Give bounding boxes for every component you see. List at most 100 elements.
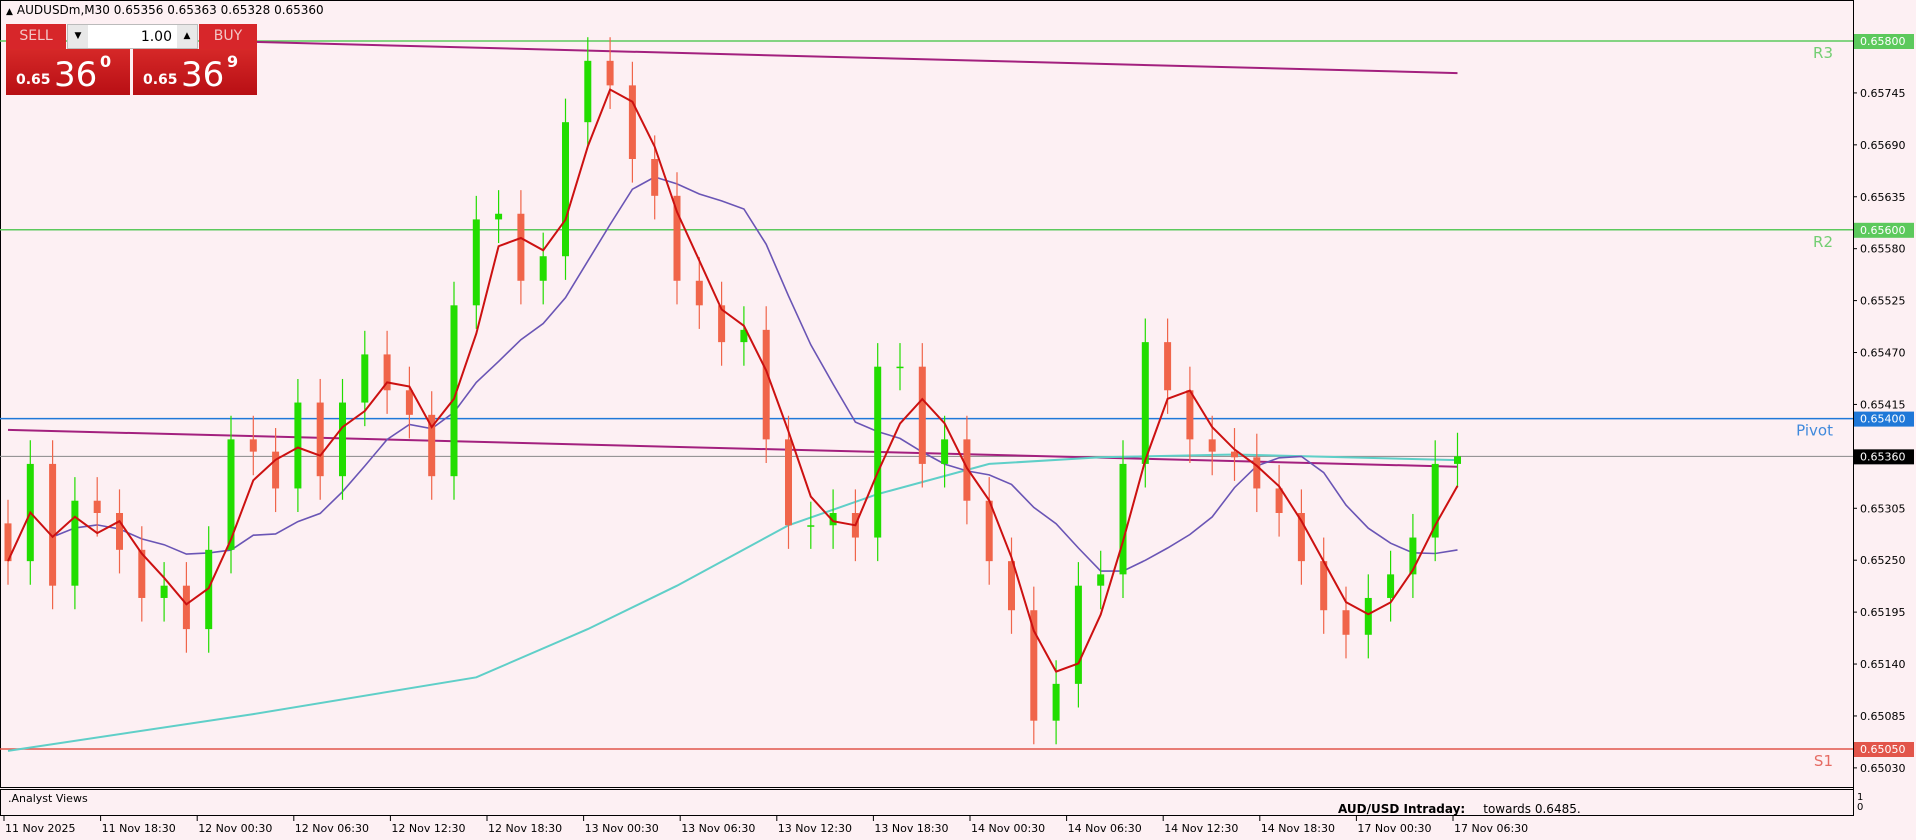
bull-candle — [874, 366, 882, 538]
buy-price-box[interactable]: 0.65 36 9 — [133, 49, 257, 95]
lot-size-input[interactable] — [89, 25, 176, 48]
level-label: S1 — [1814, 752, 1833, 770]
bear-candle — [762, 329, 770, 440]
price-tick-label: 0.65635 — [1860, 191, 1906, 204]
bear-candle — [1208, 439, 1216, 452]
bear-candle — [651, 159, 659, 196]
bull-candle — [294, 402, 302, 489]
bear-candle — [985, 500, 993, 562]
increase-lot-arrow-icon[interactable]: ▲ — [177, 25, 197, 48]
long-ma-upper-line — [253, 40, 1458, 75]
lot-size-stepper: ▼ ▲ — [67, 24, 198, 49]
bull-candle — [1364, 597, 1372, 635]
bull-candle — [361, 354, 369, 403]
bull-candle — [1387, 574, 1395, 598]
price-tick-label: 0.65250 — [1860, 554, 1906, 567]
sell-button[interactable]: SELL — [6, 24, 66, 49]
time-tick-label: 13 Nov 00:30 — [585, 822, 659, 835]
price-tick-label: 0.65690 — [1860, 139, 1906, 152]
bull-candle — [896, 366, 904, 369]
price-tick-label: 0.65030 — [1860, 762, 1906, 775]
bear-candle — [116, 513, 123, 550]
bull-candle — [584, 60, 592, 123]
bull-candle — [539, 256, 547, 281]
level-label: R3 — [1813, 44, 1833, 62]
level-price-badge — [1854, 411, 1914, 427]
price-tick-label: 0.65140 — [1860, 658, 1906, 671]
chart-title: ▲ AUDUSDm,M30 0.65356 0.65363 0.65328 0.6… — [6, 3, 324, 17]
bull-candle — [1119, 463, 1127, 575]
bull-candle — [1052, 683, 1060, 721]
fast-ma-line — [7, 88, 1459, 673]
subwindow-scale-label: 1 — [1857, 792, 1863, 803]
bull-candle — [1141, 342, 1149, 464]
level-price-badge — [1854, 222, 1914, 238]
time-tick-label: 14 Nov 18:30 — [1261, 822, 1335, 835]
level-price-badge — [1854, 742, 1914, 757]
sell-price-prefix: 0.65 — [16, 72, 51, 88]
bear-candle — [517, 213, 525, 281]
bear-candle — [4, 523, 12, 562]
bull-candle — [1074, 585, 1082, 684]
sell-price-box[interactable]: 0.65 36 0 — [6, 49, 130, 95]
time-tick-label: 13 Nov 12:30 — [778, 822, 852, 835]
one-click-trading-panel: SELL ▼ ▲ BUY 0.65 36 0 0.65 36 9 — [6, 24, 257, 95]
bear-candle — [249, 439, 257, 452]
bull-candle — [339, 402, 346, 477]
sell-price-pips: 36 — [54, 55, 98, 95]
bear-candle — [182, 585, 190, 630]
bear-candle — [1030, 610, 1038, 721]
level-price-label: 0.65600 — [1860, 224, 1906, 237]
level-label: R2 — [1813, 233, 1833, 251]
bear-candle — [1186, 390, 1194, 440]
bear-candle — [606, 60, 614, 86]
bear-candle — [695, 280, 703, 306]
bear-candle — [405, 390, 413, 415]
bull-candle — [495, 213, 503, 220]
bear-candle — [673, 195, 681, 281]
time-tick-label: 13 Nov 06:30 — [681, 822, 755, 835]
symbol-label: AUDUSDm,M30 — [16, 3, 110, 17]
bear-candle — [918, 366, 926, 464]
buy-price-fraction: 9 — [227, 52, 239, 71]
bull-candle — [562, 122, 569, 257]
bear-candle — [1231, 451, 1238, 458]
bear-candle — [785, 439, 792, 526]
slow-ma-line — [7, 453, 1458, 752]
level-label: Pivot — [1796, 422, 1833, 440]
bear-candle — [383, 354, 391, 391]
bear-candle — [1320, 561, 1328, 611]
analyst-text: towards 0.6485. — [1483, 802, 1581, 816]
bear-candle — [138, 549, 146, 598]
buy-button[interactable]: BUY — [199, 24, 257, 49]
bull-candle — [227, 439, 235, 550]
bull-candle — [740, 329, 748, 343]
mid-ma-line — [7, 176, 1458, 572]
analyst-headline: AUD/USD Intraday: — [1338, 802, 1466, 816]
bull-candle — [160, 585, 168, 598]
bear-candle — [1342, 610, 1350, 635]
bull-candle — [205, 549, 213, 630]
bear-candle — [718, 305, 726, 343]
analyst-view: AUD/USD Intraday: towards 0.6485. — [1338, 802, 1581, 816]
level-price-label: 0.65800 — [1860, 35, 1906, 48]
subwindow-name: .Analyst Views — [8, 792, 88, 805]
decrease-lot-arrow-icon[interactable]: ▼ — [68, 25, 88, 48]
subwindow-scale-label: 0 — [1857, 802, 1863, 813]
bear-candle — [428, 414, 436, 477]
bear-candle — [49, 463, 57, 586]
buy-price-pips: 36 — [181, 55, 225, 95]
time-tick-label: 11 Nov 18:30 — [102, 822, 176, 835]
time-tick-label: 12 Nov 00:30 — [198, 822, 272, 835]
time-tick-label: 12 Nov 12:30 — [391, 822, 465, 835]
sell-price-fraction: 0 — [100, 52, 112, 71]
time-tick-label: 17 Nov 00:30 — [1357, 822, 1431, 835]
time-tick-label: 12 Nov 18:30 — [488, 822, 562, 835]
bull-candle — [1431, 463, 1439, 538]
bull-candle — [807, 525, 815, 527]
time-tick-label: 14 Nov 12:30 — [1164, 822, 1238, 835]
collapse-triangle-icon[interactable]: ▲ — [6, 7, 13, 17]
bull-candle — [450, 305, 458, 477]
bear-candle — [1008, 561, 1015, 611]
